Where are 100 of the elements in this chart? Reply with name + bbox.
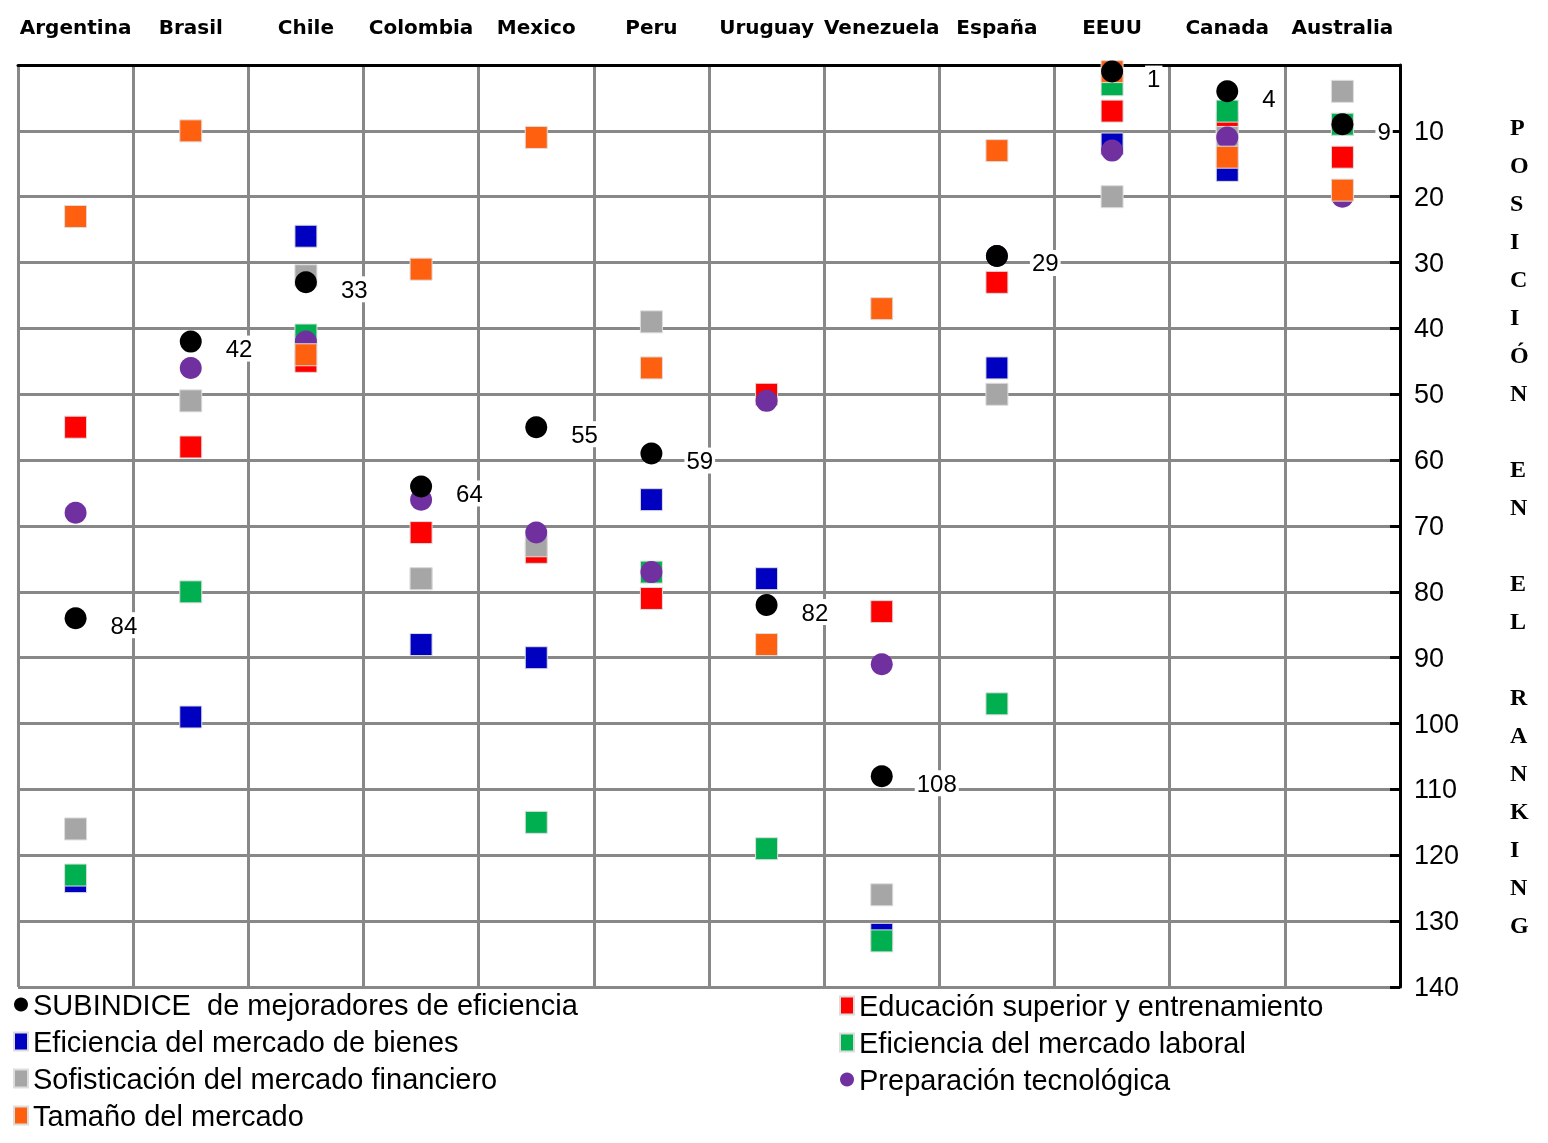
point [409,521,433,545]
point [639,310,663,334]
x-tick-label: Argentina [19,15,132,39]
point [64,204,88,228]
data-label: 29 [1031,249,1059,277]
point [755,567,779,591]
x-tick-label: EEUU [1082,15,1142,39]
point [1101,139,1124,162]
point [639,586,663,610]
data-label: 42 [225,335,253,363]
point [985,692,1009,716]
point [294,224,318,248]
text: POSICIÓN EN EL RANKING [1510,114,1529,938]
point [870,653,893,676]
point [179,705,203,729]
legend-label: SUBINDICE de mejoradores de eficiencia [33,988,579,1021]
y-tick-label: 120 [1414,840,1460,871]
point [294,271,317,294]
y-tick-label: 50 [1414,379,1445,410]
point [179,356,202,379]
point [985,382,1009,406]
point [179,119,203,143]
point [640,442,663,465]
data-label: 33 [340,275,368,303]
point [870,765,893,788]
y-tick-label: 90 [1414,642,1445,673]
point [755,837,779,861]
data-label: 1 [1147,65,1161,93]
point [755,633,779,657]
point [525,521,548,544]
y-tick-label: 110 [1414,774,1458,805]
y-tick-label: 140 [1414,972,1460,1002]
data-label: 55 [571,420,598,448]
point [870,929,894,953]
legend-label: Eficiencia del mercado de bienes [33,1025,459,1058]
data-label: 59 [686,447,714,475]
point [755,389,778,412]
y-tick-label: 30 [1414,247,1445,278]
point [179,330,202,353]
point [870,297,894,321]
point [870,600,894,624]
point [179,389,203,413]
x-tick-label: Mexico [496,15,576,39]
y-tick-label: 100 [1414,708,1460,739]
point [409,633,433,657]
data-label: 108 [916,769,957,797]
x-tick-label: Venezuela [823,15,940,39]
point [1330,79,1354,103]
legend-label: Educación superior y entrenamiento [859,989,1324,1022]
point [1100,185,1124,209]
point [985,270,1009,294]
point [179,435,203,459]
point [1330,145,1354,169]
y-tick-label: 80 [1414,576,1445,607]
legend-label: Preparación tecnológica [859,1063,1172,1096]
point [64,817,88,841]
point [1215,99,1239,123]
x-tick-label: Peru [625,15,678,39]
point [64,415,88,439]
point [639,488,663,512]
point [1100,99,1124,123]
legend-label: Tamaño del mercado [33,1099,304,1132]
point [985,139,1009,163]
x-tick-label: Brasil [158,15,223,39]
point [64,863,88,887]
x-tick-label: Australia [1291,15,1394,39]
point [179,580,203,604]
x-tick-label: Uruguay [719,15,814,39]
point [1215,145,1239,169]
point [64,607,87,630]
y-tick-label: 20 [1414,181,1445,212]
data-label: 64 [456,479,483,507]
x-tick-label: Canada [1185,15,1270,39]
point [294,343,318,367]
point [410,475,433,498]
point [755,594,778,617]
y-tick-label: 60 [1414,445,1445,476]
y-tick-label: 40 [1414,313,1445,344]
point [524,646,548,670]
point [64,501,87,524]
data-label: 82 [801,598,829,626]
data-label: 84 [110,611,138,639]
point [985,356,1009,380]
x-tick-label: España [956,15,1038,39]
legend-label: Sofisticación del mercado financiero [33,1062,498,1095]
data-label: 4 [1262,84,1276,112]
x-tick-label: Chile [277,15,335,39]
point [1216,80,1239,103]
legend-label: Eficiencia del mercado laboral [859,1026,1246,1059]
data-label: 9 [1377,117,1391,145]
point [870,883,894,907]
point [524,125,548,149]
point [1330,178,1354,202]
point [409,257,433,281]
y-tick-label: 70 [1414,511,1445,541]
x-tick-label: Colombia [368,15,474,39]
point [525,416,548,439]
y-tick-label: 130 [1414,906,1460,937]
point [524,810,548,834]
point [639,356,663,380]
